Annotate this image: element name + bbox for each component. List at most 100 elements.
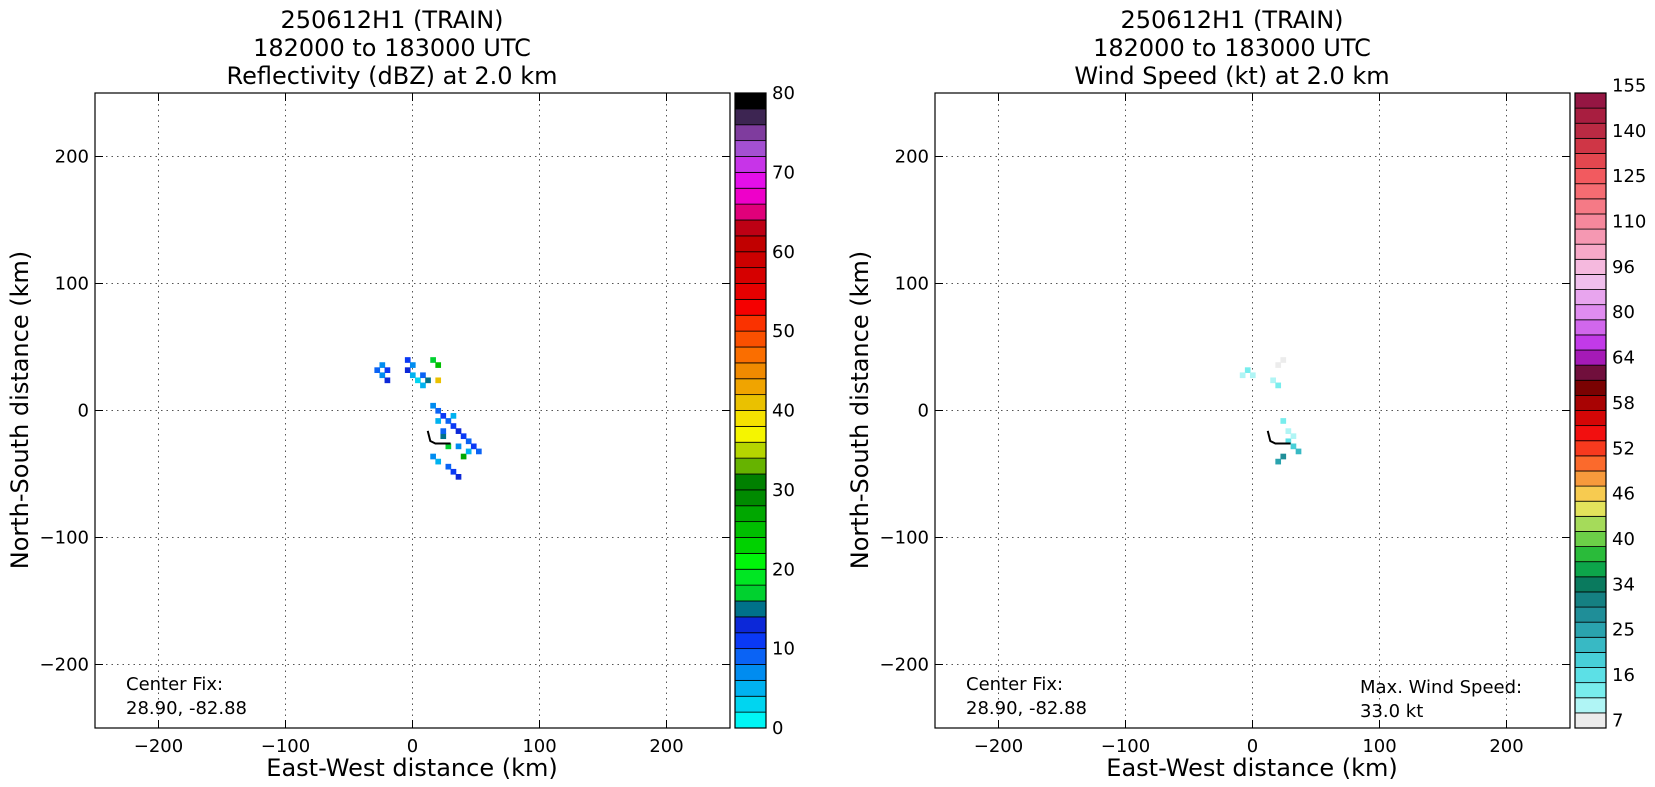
refl-title-line-2: 182000 to 183000 UTC: [253, 34, 531, 62]
refl-cell-23: [465, 438, 472, 445]
wind-colorbar-label-4: 40: [1612, 529, 1635, 550]
refl-y-axis-label: North-South distance (km): [6, 251, 34, 570]
wind-title-line-1: 250612H1 (TRAIN): [1120, 6, 1343, 34]
refl-colorbar-ticks: 0 10 20 30 40 50 60 70 80: [772, 83, 795, 739]
wind-speed-cells: [1239, 357, 1302, 465]
refl-center-fix-value: 28.90, -82.88: [126, 698, 247, 719]
wind-colorbar-bin-8: [1574, 591, 1607, 608]
refl-cell-22: [460, 433, 467, 440]
refl-ytick-label-1: −100: [40, 528, 89, 549]
wind-cell-14: [1290, 433, 1297, 440]
wind-colorbar-bin-32: [1574, 228, 1607, 245]
wind-gridlines: [935, 93, 1570, 728]
wind-colorbar-label-2: 25: [1612, 620, 1635, 641]
wind-colorbar-bin-5: [1574, 636, 1607, 653]
refl-colorbar-label-6: 60: [772, 242, 795, 263]
wind-colorbar-bin-24: [1574, 349, 1607, 366]
wind-colorbar-bin-1: [1574, 697, 1607, 714]
refl-colorbar-bin-4: [734, 648, 767, 665]
wind-colorbar-bin-30: [1574, 258, 1607, 275]
refl-cell-7: [409, 362, 416, 368]
wind-x-ticks: −200 −100 0 100 200: [974, 93, 1524, 757]
refl-cell-14: [435, 362, 442, 368]
wind-colorbar-bin-2: [1574, 682, 1607, 699]
refl-cell-32: [445, 463, 452, 470]
wind-cell-10: [1290, 443, 1297, 450]
wind-colorbar-bin-39: [1574, 122, 1607, 139]
refl-colorbar-bin-39: [734, 92, 767, 110]
refl-cell-38: [465, 448, 472, 455]
wind-colorbar-bin-37: [1574, 153, 1607, 169]
wind-colorbar-bin-17: [1574, 455, 1607, 472]
refl-cell-24: [470, 443, 477, 450]
refl-cell-27: [435, 418, 442, 424]
wind-colorbar-label-12: 125: [1612, 166, 1646, 187]
wind-cell-0: [1244, 367, 1251, 373]
refl-colorbar-bin-22: [734, 362, 767, 380]
refl-colorbar-label-3: 30: [772, 480, 795, 501]
wind-x-axis-label: East-West distance (km): [1106, 754, 1397, 782]
refl-cell-29: [445, 443, 452, 450]
refl-colorbar-bin-0: [734, 711, 767, 729]
refl-colorbar-bin-30: [734, 235, 767, 253]
wind-cell-13: [1275, 458, 1282, 465]
refl-ytick-label-0: −200: [40, 655, 89, 676]
wind-colorbar-label-11: 110: [1612, 212, 1646, 233]
wind-cell-5: [1275, 362, 1282, 368]
wind-colorbar-bin-20: [1574, 410, 1607, 427]
refl-colorbar-bin-24: [734, 330, 767, 348]
wind-colorbar-bin-3: [1574, 667, 1607, 684]
refl-cell-19: [445, 418, 452, 424]
reflectivity-panel: 250612H1 (TRAIN) 182000 to 183000 UTC Re…: [6, 6, 795, 782]
wind-cell-3: [1270, 377, 1276, 384]
wind-colorbar-bin-36: [1574, 168, 1607, 185]
wind-cell-6: [1280, 357, 1287, 363]
refl-colorbar-bin-16: [734, 457, 767, 475]
refl-colorbar-label-2: 20: [772, 559, 795, 580]
wind-xtick-label-2: 0: [1247, 736, 1258, 757]
wind-colorbar-bin-23: [1574, 364, 1607, 381]
wind-colorbar-label-10: 96: [1612, 257, 1635, 278]
wind-title-line-2: 182000 to 183000 UTC: [1093, 34, 1371, 62]
refl-cell-18: [440, 413, 447, 419]
refl-xtick-label-4: 200: [649, 736, 683, 757]
wind-colorbar-label-0: 7: [1612, 710, 1623, 731]
wind-colorbar-bin-13: [1574, 515, 1607, 532]
refl-colorbar-frame: [734, 92, 767, 729]
refl-x-ticks: −200 −100 0 100 200: [134, 93, 684, 757]
wind-max-speed-value: 33.0 kt: [1360, 701, 1423, 722]
wind-storm-track: [1266, 430, 1291, 445]
wind-xtick-label-1: −100: [1101, 736, 1150, 757]
refl-colorbar-label-1: 10: [772, 639, 795, 660]
wind-cell-1: [1249, 372, 1256, 379]
refl-colorbar-bin-20: [734, 394, 767, 411]
refl-xtick-label-3: 100: [522, 736, 556, 757]
refl-cell-26: [460, 453, 467, 460]
refl-colorbar-label-8: 80: [772, 83, 795, 104]
wind-colorbar-bin-0: [1574, 712, 1607, 729]
refl-cell-1: [379, 372, 386, 379]
wind-colorbar-ticks: 7 16 25 34 40 46 52 58 64 80 96 110 125 140 155: [1612, 75, 1646, 731]
wind-colorbar-bin-28: [1574, 289, 1607, 306]
refl-colorbar-bin-10: [734, 552, 767, 570]
wind-cell-2: [1239, 372, 1246, 379]
refl-cell-13: [430, 357, 436, 363]
refl-colorbar-label-4: 40: [772, 401, 795, 422]
refl-colorbar-bin-17: [734, 441, 767, 459]
refl-colorbar-bin-21: [734, 378, 767, 396]
wind-ytick-label-1: −100: [880, 528, 929, 549]
wind-colorbar-bin-10: [1574, 561, 1607, 578]
refl-colorbar-bin-35: [734, 156, 767, 173]
wind-cell-12: [1280, 453, 1287, 460]
refl-title-line-1: 250612H1 (TRAIN): [280, 6, 503, 34]
refl-colorbar-bin-14: [734, 489, 767, 507]
refl-cell-9: [415, 377, 421, 384]
wind-center-fix-label: Center Fix:: [966, 674, 1063, 695]
wind-colorbar-bin-21: [1574, 394, 1607, 411]
wind-xtick-label-3: 100: [1362, 736, 1396, 757]
wind-colorbar-bin-19: [1574, 425, 1607, 442]
refl-colorbar-bin-33: [734, 187, 767, 205]
wind-cell-11: [1295, 448, 1302, 455]
wind-colorbar-bin-25: [1574, 334, 1607, 351]
